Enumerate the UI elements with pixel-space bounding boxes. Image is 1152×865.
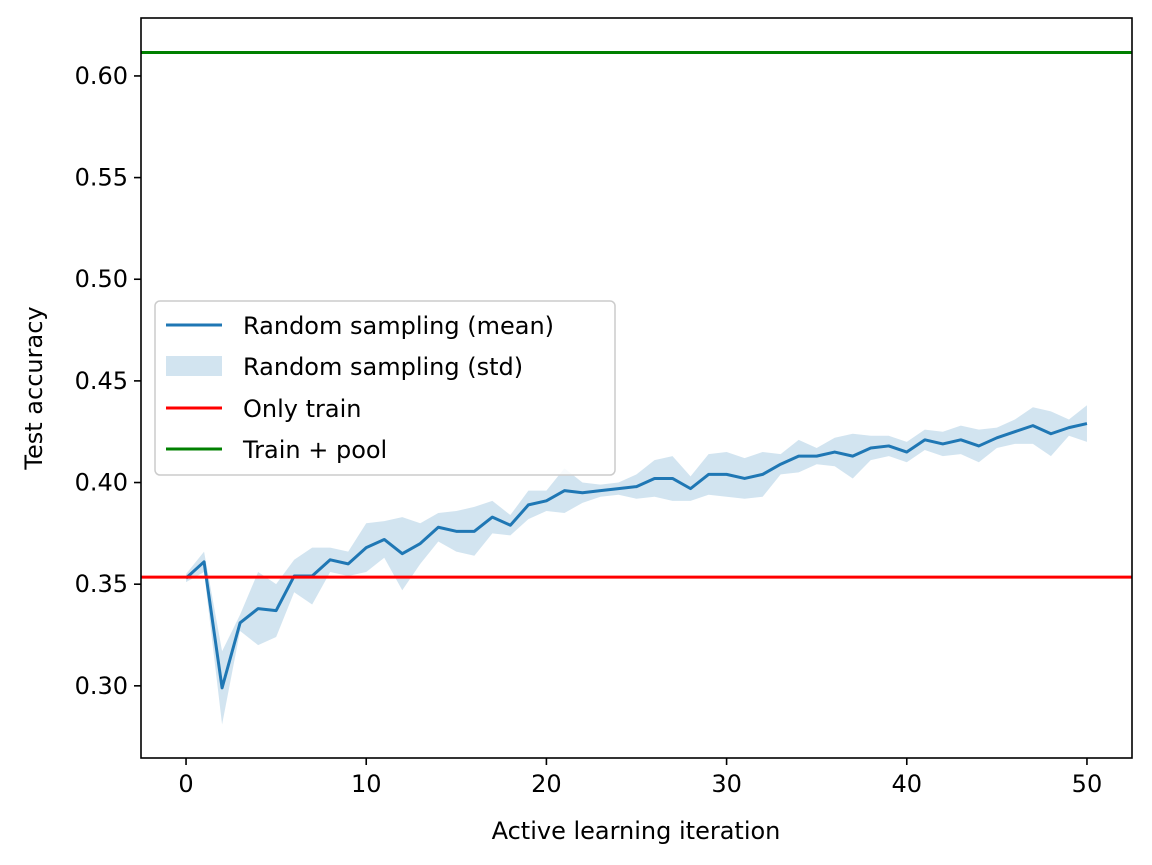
x-tick-label: 0 <box>178 770 193 798</box>
legend: Random sampling (mean) Random sampling (… <box>155 301 615 475</box>
x-tick-label: 10 <box>351 770 382 798</box>
x-tick-label: 20 <box>531 770 562 798</box>
y-axis-label: Test accuracy <box>20 306 48 470</box>
legend-label-train-pool: Train + pool <box>242 436 387 464</box>
x-tick-label: 30 <box>711 770 742 798</box>
y-tick-label: 0.35 <box>75 570 128 598</box>
y-tick-label: 0.55 <box>75 164 128 192</box>
x-axis-label: Active learning iteration <box>492 817 781 845</box>
y-tick-label: 0.50 <box>75 265 128 293</box>
legend-label-only-train: Only train <box>243 395 361 423</box>
legend-std-band-swatch <box>166 356 222 376</box>
x-tick-label: 50 <box>1072 770 1103 798</box>
y-tick-label: 0.45 <box>75 367 128 395</box>
y-tick-label: 0.40 <box>75 469 128 497</box>
legend-label-std: Random sampling (std) <box>243 353 523 381</box>
y-tick-label: 0.30 <box>75 672 128 700</box>
legend-label-mean: Random sampling (mean) <box>243 312 554 340</box>
x-tick-label: 40 <box>891 770 922 798</box>
y-tick-label: 0.60 <box>75 62 128 90</box>
